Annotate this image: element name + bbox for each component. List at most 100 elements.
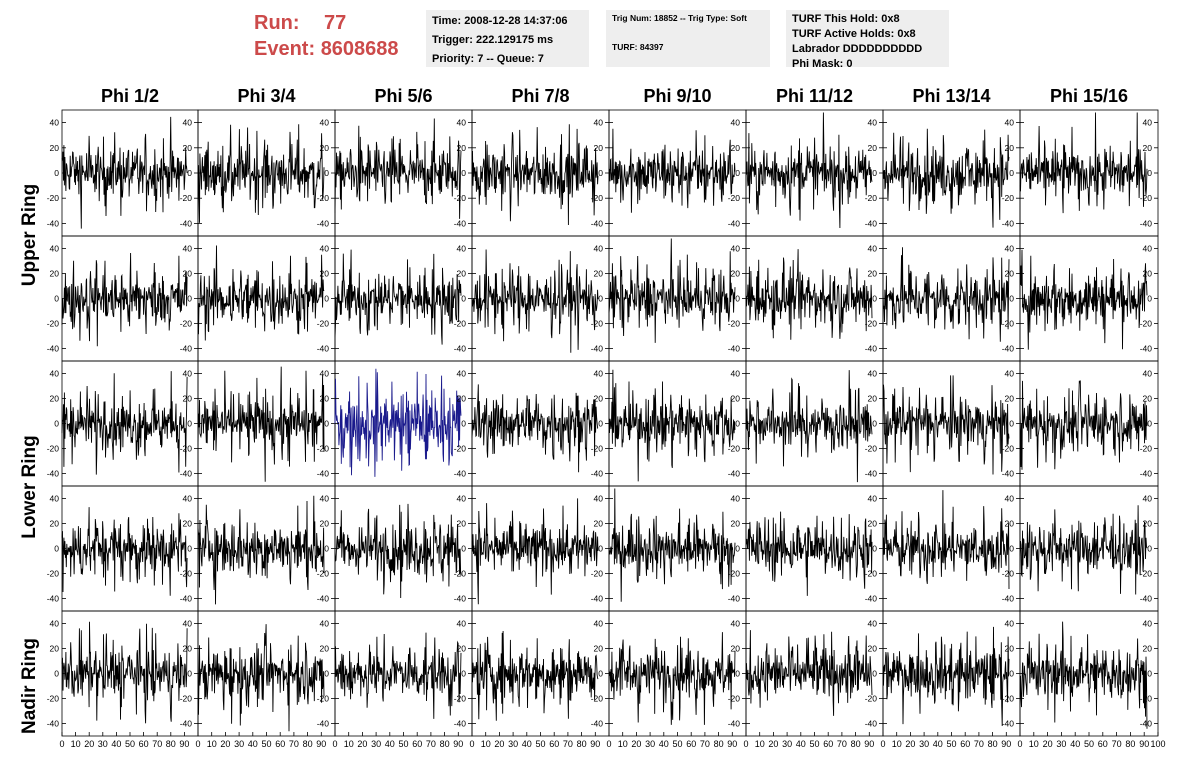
waveform-panel-r4-c0: 40 20 0 -20 -40 [61,610,199,737]
waveform-trace [608,238,736,343]
y-tick-label: -40 [317,469,330,479]
left-y-tick-label: 20 [50,394,60,404]
y-tick-label: 20 [457,269,467,279]
y-tick-label: -40 [865,344,878,354]
x-tick-label: 90 [316,739,326,749]
waveform-panel-r4-c3: 40 20 0 -20 -40 [471,610,610,737]
x-tick-label: 10 [71,739,81,749]
left-y-tick-label: -40 [47,719,60,729]
y-tick-label: 20 [731,394,741,404]
y-tick-label: 0 [461,419,466,429]
y-tick-label: 0 [187,419,192,429]
x-tick-label: 0 [1017,739,1022,749]
x-tick-label: 30 [98,739,108,749]
y-tick-label: 40 [868,118,878,128]
waveform-trace [61,507,188,596]
x-tick-label: 70 [289,739,299,749]
y-tick-label: -40 [1140,594,1153,604]
x-tick-label: 10 [892,739,902,749]
y-tick-label: 20 [868,143,878,153]
x-tick-label: 40 [385,739,395,749]
x-tick-label: 30 [508,739,518,749]
x-tick-label: 70 [700,739,710,749]
waveform-trace [471,498,599,605]
y-tick-label: -20 [1002,694,1015,704]
y-tick-label: 0 [1147,669,1152,679]
y-tick-label: 0 [735,544,740,554]
waveform-trace [197,366,325,482]
y-tick-label: 20 [868,394,878,404]
y-tick-label: 0 [598,419,603,429]
waveform-trace [197,495,325,605]
waveform-panel-r4-c5: 40 20 0 -20 -40 [745,610,884,737]
y-tick-label: -40 [728,344,741,354]
y-tick-label: 40 [868,494,878,504]
y-tick-label: 20 [594,143,604,153]
y-tick-label: -40 [317,719,330,729]
x-tick-label: 10 [207,739,217,749]
waveform-trace [334,118,462,219]
turf-active-text: TURF Active Holds: 0x8 [792,28,916,40]
y-tick-label: 20 [1005,519,1015,529]
left-y-tick-label: 20 [50,143,60,153]
trigger-text: Trigger: 222.129175 ms [432,34,554,46]
y-tick-label: 0 [598,294,603,304]
y-tick-label: 40 [183,494,193,504]
y-tick-label: 0 [598,669,603,679]
y-tick-label: -20 [180,694,193,704]
x-tick-label: 80 [988,739,998,749]
y-tick-label: 0 [598,544,603,554]
x-tick-label: 90 [1139,739,1149,749]
y-tick-label: 0 [461,168,466,178]
y-tick-label: -20 [865,694,878,704]
x-tick-label: 60 [275,739,285,749]
waveform-panel-r1-c4: 40 20 0 -20 -40 [608,235,747,362]
waveform-trace [334,632,462,719]
x-tick-label: 80 [851,739,861,749]
waveform-trace [745,370,873,483]
y-tick-label: -20 [317,694,330,704]
y-tick-label: 40 [183,619,193,629]
waveform-trace [334,249,462,345]
y-tick-label: 40 [1143,118,1153,128]
y-tick-label: -20 [317,569,330,579]
event-value: 8608688 [320,38,399,60]
run-label: Run: [254,12,300,34]
y-tick-label: 40 [594,494,604,504]
x-tick-label: 0 [880,739,885,749]
y-tick-label: 40 [457,619,467,629]
y-tick-label: 0 [735,294,740,304]
y-tick-label: 40 [594,619,604,629]
left-y-tick-label: 20 [50,644,60,654]
x-tick-label: 60 [1098,739,1108,749]
y-tick-label: 20 [320,269,330,279]
waveform-trace [61,116,188,229]
y-tick-label: 20 [320,394,330,404]
waveform-trace [882,490,1010,590]
y-tick-label: 0 [461,669,466,679]
left-y-tick-label: -20 [47,193,60,203]
left-y-tick-label: -40 [47,469,60,479]
y-tick-label: -40 [1002,594,1015,604]
y-tick-label: -20 [865,444,878,454]
turf-info-box: TURF This Hold: 0x8 TURF Active Holds: 0… [786,10,949,70]
x-tick-label: 10 [344,739,354,749]
x-tick-label: 60 [686,739,696,749]
y-tick-label: 20 [1005,394,1015,404]
y-tick-label: 40 [1005,619,1015,629]
y-tick-label: 0 [324,669,329,679]
y-tick-label: 40 [183,118,193,128]
y-tick-label: -40 [591,469,604,479]
waveform-trace [745,112,873,229]
left-y-tick-label: -40 [47,218,60,228]
waveform-panel-r1-c3: 40 20 0 -20 -40 [471,235,610,362]
y-tick-label: 20 [1143,143,1153,153]
waveform-trace [1019,380,1148,470]
waveform-trace [608,632,736,725]
y-tick-label: 40 [1005,244,1015,254]
y-tick-label: 20 [1143,269,1153,279]
y-tick-label: -40 [180,594,193,604]
waveform-panel-r2-c5: 40 20 0 -20 -40 [745,360,884,487]
y-tick-label: -40 [728,594,741,604]
